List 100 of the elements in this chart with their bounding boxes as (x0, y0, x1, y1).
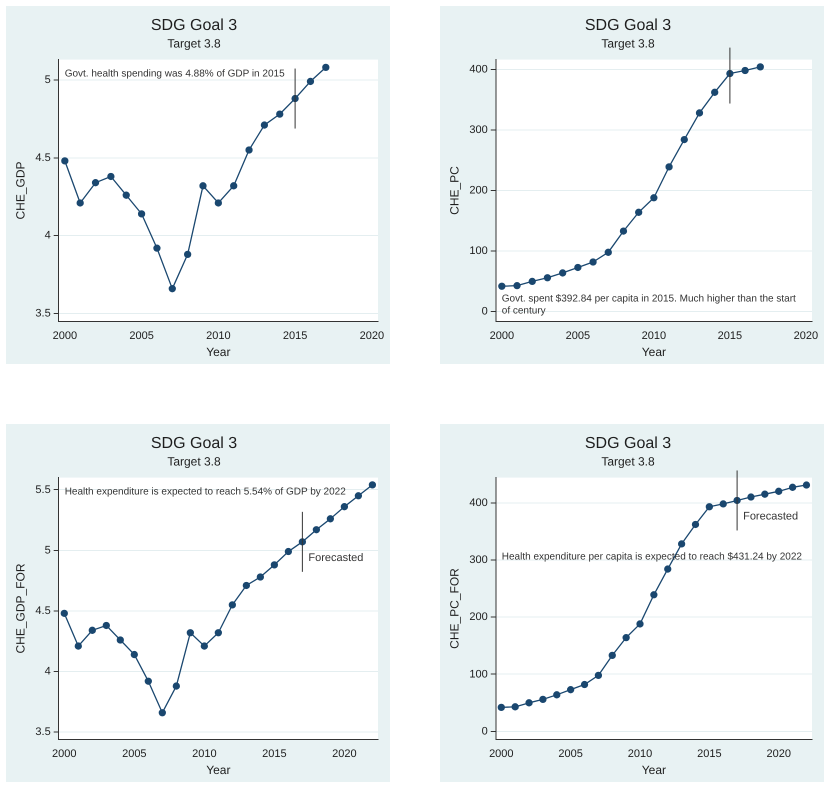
point (144, 678, 152, 685)
annotation: Health expenditure is expected to reach 5.54% of GDP by 2022 (64, 486, 346, 498)
point (741, 66, 749, 74)
y-tick-label: 4.5 (35, 152, 51, 164)
point (553, 691, 560, 698)
point (594, 672, 602, 680)
chart-title: SDG Goal 3 (150, 17, 238, 34)
x-tick-label: 2015 (718, 330, 742, 342)
point (368, 481, 376, 489)
point (61, 157, 68, 165)
point (775, 488, 782, 495)
point (525, 699, 533, 706)
chart-subtitle: Target 3.8 (167, 454, 222, 469)
point (184, 250, 192, 258)
y-tick-label: 3.5 (35, 726, 51, 738)
y-tick-label: 100 (469, 245, 488, 258)
point (756, 63, 764, 71)
x-tick-label: 2010 (642, 330, 666, 342)
point (107, 172, 115, 180)
y-tick-label: 300 (469, 554, 488, 566)
x-axis-title: Year (206, 345, 230, 360)
annotation: Govt. health spending was 4.88% of GDP in 2015 (64, 68, 286, 80)
annotation: Govt. spent $392.84 per capita in 2015. Much higher than the start of century (502, 293, 796, 316)
point (696, 109, 704, 117)
point (122, 192, 130, 199)
y-axis-title: CHE_GDP_FOR (14, 563, 28, 654)
x-tick-label: 2020 (332, 748, 357, 760)
point (214, 199, 222, 207)
x-axis-title: Year (642, 763, 666, 778)
point (230, 182, 238, 190)
y-axis-title: CHE_PC (448, 166, 462, 215)
point (498, 704, 505, 712)
point (680, 136, 688, 144)
x-axis-title: Year (206, 763, 230, 778)
point (720, 500, 727, 508)
x-tick-label: 2015 (697, 748, 722, 760)
point (711, 88, 718, 96)
point (116, 636, 124, 644)
point (604, 248, 612, 256)
point (650, 591, 658, 598)
y-tick-label: 3.5 (35, 308, 51, 320)
point (589, 258, 597, 266)
x-tick-label: 2000 (52, 330, 78, 342)
point (528, 278, 536, 286)
y-tick-label: 4 (44, 666, 51, 678)
point (306, 78, 314, 86)
x-tick-label: 2005 (558, 748, 583, 760)
ref-line-label: Forecasted (308, 552, 364, 564)
point (622, 634, 630, 642)
y-tick-label: 100 (469, 668, 488, 680)
x-tick-label: 2010 (192, 748, 217, 760)
x-tick-label: 2000 (489, 748, 514, 760)
point (574, 264, 582, 272)
point (168, 285, 176, 292)
point (284, 548, 292, 556)
y-tick-label: 0 (482, 306, 488, 318)
point (260, 121, 268, 129)
point (747, 493, 755, 501)
y-tick-label: 200 (469, 611, 488, 624)
point (88, 626, 96, 634)
point (74, 642, 82, 650)
y-axis-title: CHE_GDP (14, 161, 28, 220)
point (620, 227, 628, 235)
point (761, 490, 768, 498)
point (636, 620, 644, 628)
point (172, 682, 180, 690)
point (312, 526, 320, 534)
y-tick-label: 5 (44, 544, 51, 556)
x-tick-label: 2020 (360, 330, 384, 342)
point (270, 561, 278, 569)
point (153, 244, 161, 252)
point (635, 208, 642, 216)
y-tick-label: 4 (44, 230, 51, 242)
point (102, 622, 110, 630)
point (664, 565, 672, 573)
x-tick-label: 2020 (766, 748, 791, 760)
point (513, 282, 521, 290)
x-tick-label: 2010 (206, 330, 231, 342)
point (276, 110, 284, 118)
y-tick-label: 0 (482, 725, 488, 738)
point (245, 146, 253, 154)
point (214, 629, 222, 636)
y-tick-label: 4.5 (35, 604, 51, 617)
point (256, 573, 264, 581)
chart-title: SDG Goal 3 (584, 17, 672, 34)
point (665, 163, 673, 171)
point (200, 642, 208, 650)
point (512, 703, 519, 710)
chart-subtitle: Target 3.8 (601, 36, 656, 51)
point (802, 481, 810, 489)
point (326, 515, 334, 522)
ref-line-label: Forecasted (743, 510, 798, 522)
point (242, 582, 250, 590)
x-tick-label: 2015 (262, 748, 287, 760)
x-tick-label: 2000 (490, 330, 514, 342)
x-tick-label: 2000 (52, 748, 77, 760)
point (580, 680, 588, 688)
chart-title: SDG Goal 3 (584, 435, 672, 452)
point (678, 540, 686, 548)
point (322, 64, 330, 72)
